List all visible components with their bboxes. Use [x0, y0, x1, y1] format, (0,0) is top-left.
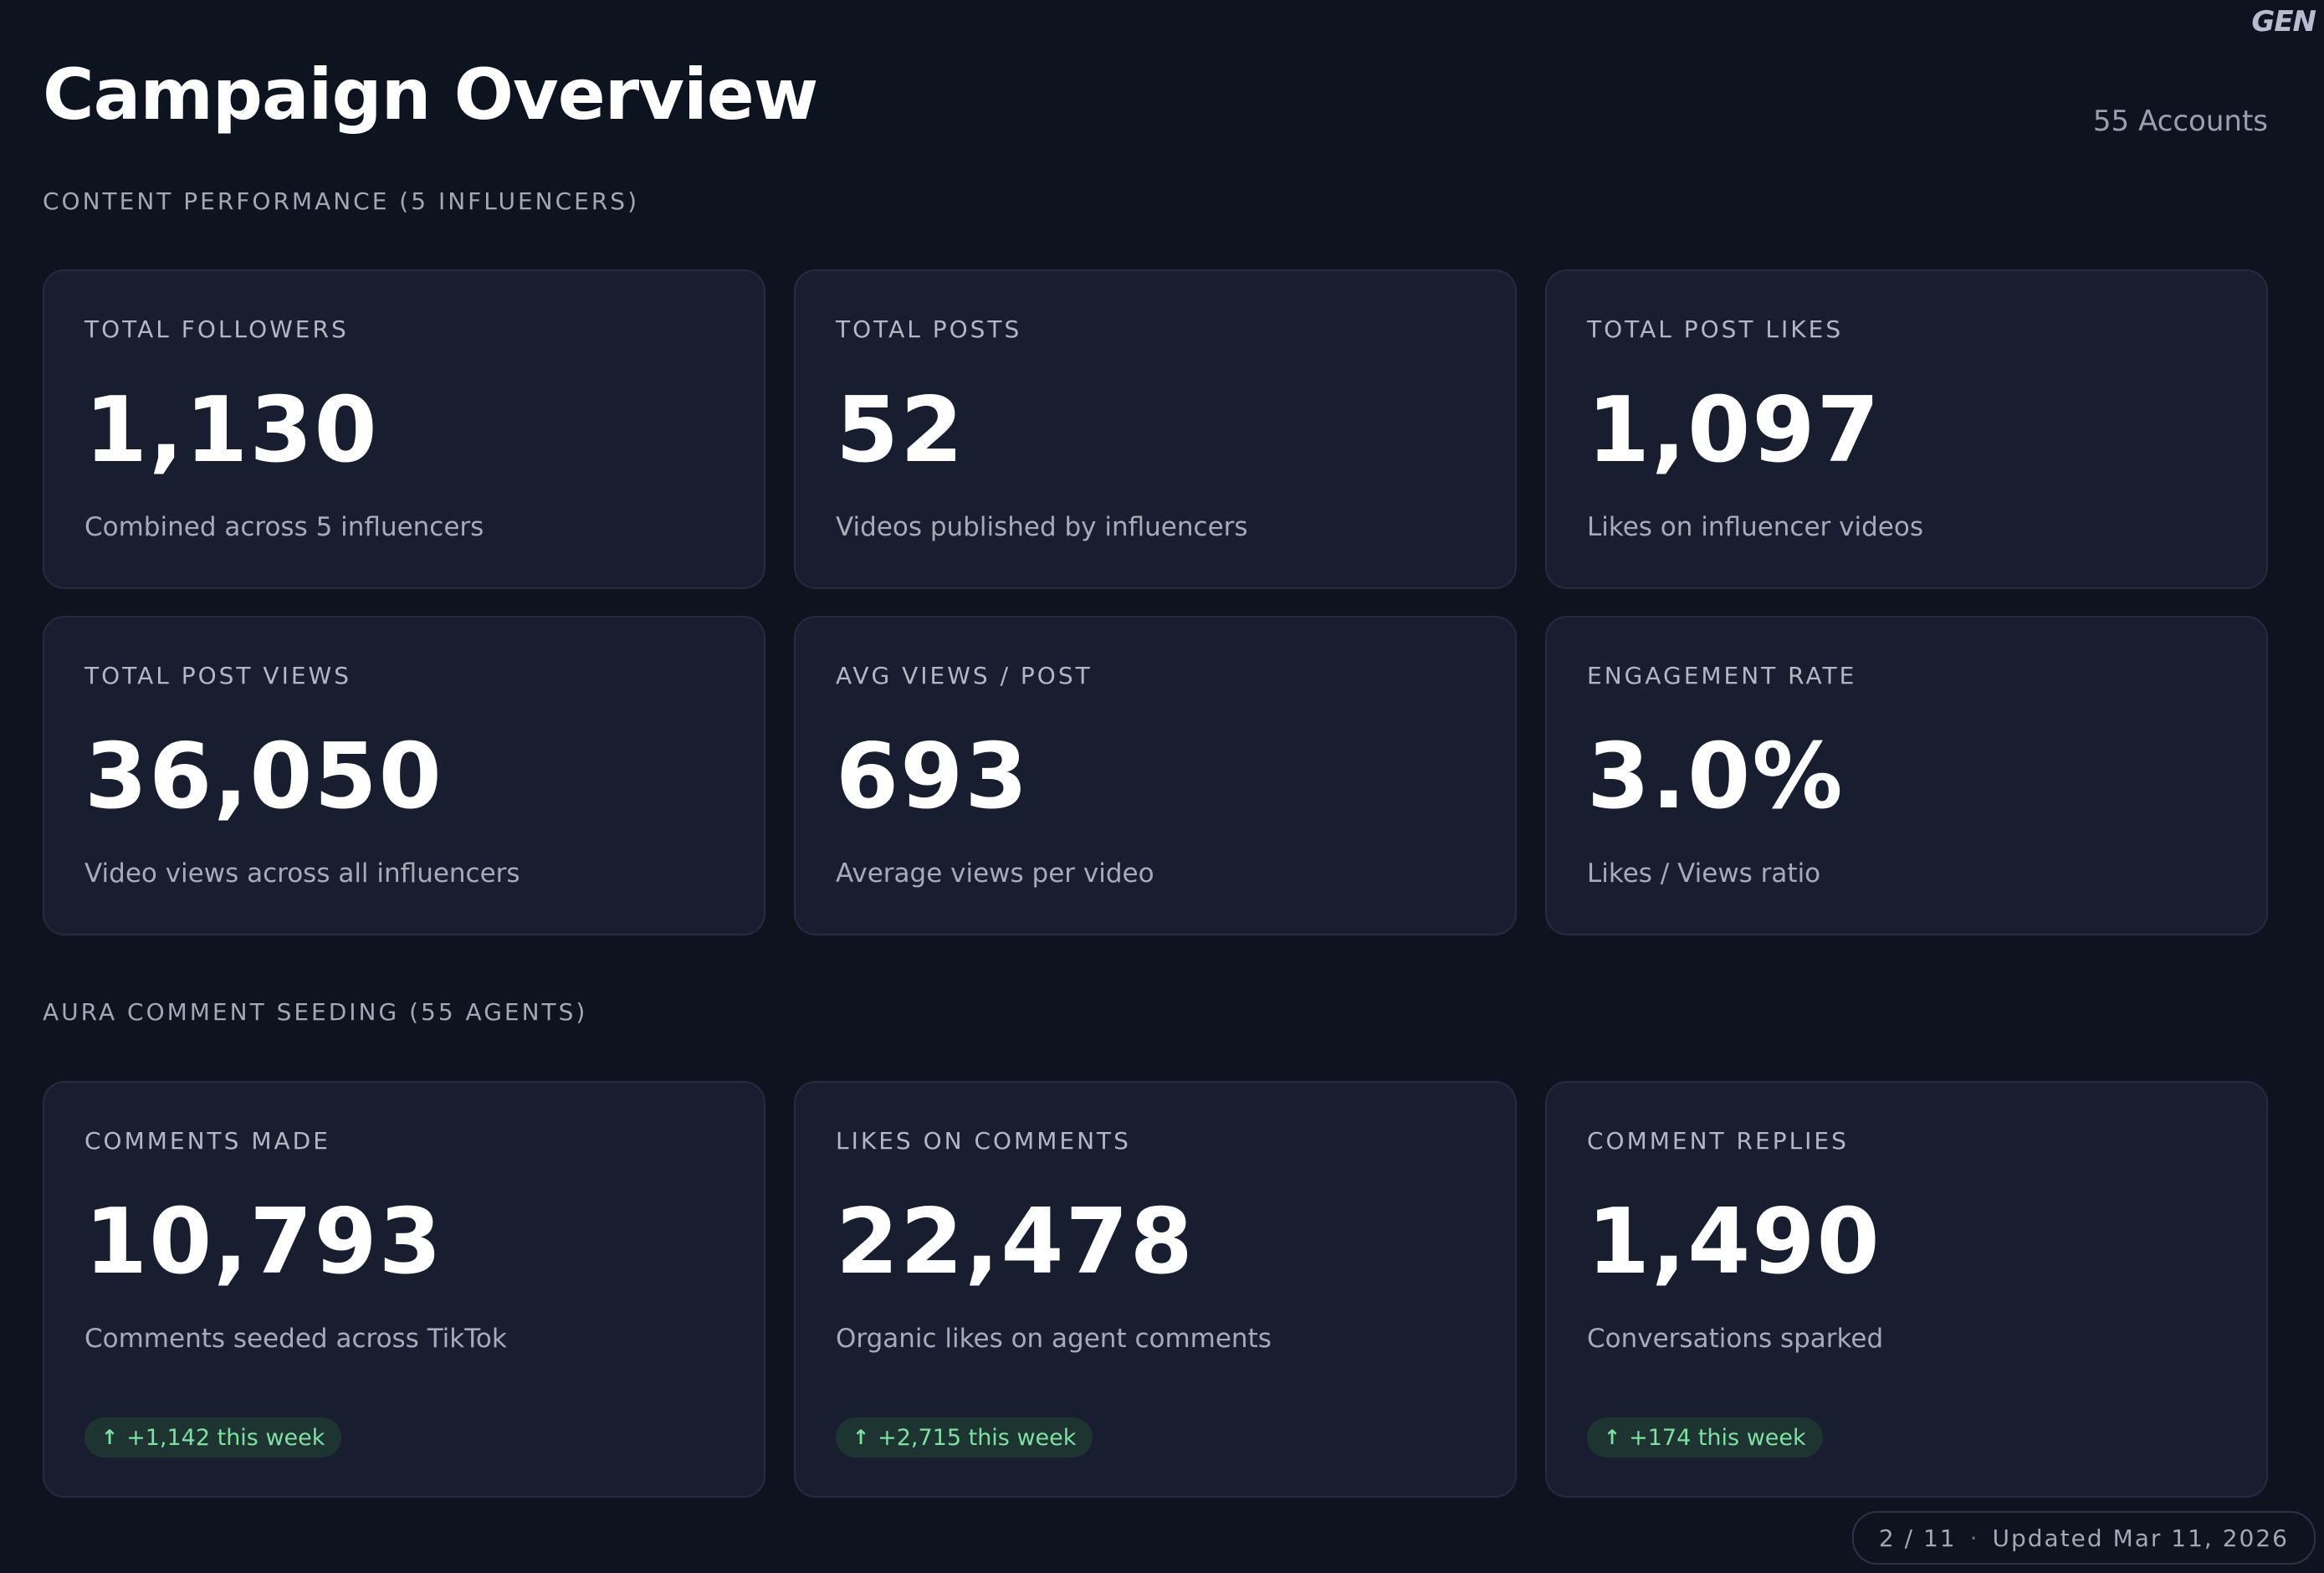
stat-card-description: Organic likes on agent comments — [836, 1324, 1272, 1354]
stat-card-comments-made: COMMENTS MADE 10,793 Comments seeded acr… — [43, 1081, 765, 1498]
comment-seeding-grid: COMMENTS MADE 10,793 Comments seeded acr… — [43, 1081, 2268, 1498]
stat-card-description: Likes on influencer videos — [1587, 512, 1923, 542]
stat-card-value: 52 — [836, 378, 965, 483]
stat-card-value: 1,130 — [84, 378, 379, 483]
stat-card-value: 10,793 — [84, 1190, 443, 1294]
stat-card-label: AVG VIEWS / POST — [836, 662, 1093, 689]
stat-card-avg-views-per-post: AVG VIEWS / POST 693 Average views per v… — [794, 616, 1517, 935]
stat-card-value: 693 — [836, 725, 1030, 829]
accounts-count: 55 Accounts — [2092, 105, 2268, 138]
weekly-change-text: +174 this week — [1629, 1424, 1806, 1451]
stat-card-label: ENGAGEMENT RATE — [1587, 662, 1857, 689]
weekly-change-badge: ↑ +2,715 this week — [836, 1417, 1093, 1458]
stat-card-description: Conversations sparked — [1587, 1324, 1884, 1354]
stat-card-total-posts: TOTAL POSTS 52 Videos published by influ… — [794, 269, 1517, 589]
page-title: Campaign Overview — [43, 54, 818, 136]
stat-card-label: TOTAL FOLLOWERS — [84, 315, 349, 343]
weekly-change-text: +2,715 this week — [878, 1424, 1077, 1451]
stat-card-value: 3.0% — [1587, 725, 1845, 829]
stat-card-label: TOTAL POST LIKES — [1587, 315, 1844, 343]
stat-card-description: Video views across all influencers — [84, 858, 520, 889]
weekly-change-text: +1,142 this week — [126, 1424, 325, 1451]
stat-card-label: TOTAL POSTS — [836, 315, 1022, 343]
weekly-change-badge: ↑ +1,142 this week — [84, 1417, 342, 1458]
stat-card-label: COMMENT REPLIES — [1587, 1127, 1849, 1155]
updated-timestamp: Updated Mar 11, 2026 — [1992, 1524, 2289, 1552]
stat-card-label: COMMENTS MADE — [84, 1127, 330, 1155]
footer-separator: · — [1969, 1524, 1979, 1552]
stat-card-total-post-likes: TOTAL POST LIKES 1,097 Likes on influenc… — [1545, 269, 2268, 589]
stat-card-total-post-views: TOTAL POST VIEWS 36,050 Video views acro… — [43, 616, 765, 935]
stat-card-total-followers: TOTAL FOLLOWERS 1,130 Combined across 5 … — [43, 269, 765, 589]
stat-card-description: Combined across 5 influencers — [84, 512, 484, 542]
stat-card-comment-replies: COMMENT REPLIES 1,490 Conversations spar… — [1545, 1081, 2268, 1498]
arrow-up-icon: ↑ — [101, 1426, 119, 1449]
stat-card-description: Videos published by influencers — [836, 512, 1248, 542]
section-label-content-performance: CONTENT PERFORMANCE (5 INFLUENCERS) — [43, 187, 639, 215]
stat-card-value: 36,050 — [84, 725, 443, 829]
stat-card-value: 1,097 — [1587, 378, 1881, 483]
stat-card-description: Average views per video — [836, 858, 1154, 889]
stat-card-engagement-rate: ENGAGEMENT RATE 3.0% Likes / Views ratio — [1545, 616, 2268, 935]
section-label-comment-seeding: AURA COMMENT SEEDING (55 AGENTS) — [43, 998, 588, 1026]
stat-card-label: TOTAL POST VIEWS — [84, 662, 351, 689]
content-performance-grid: TOTAL FOLLOWERS 1,130 Combined across 5 … — [43, 269, 2268, 935]
slide-footer: 2 / 11 · Updated Mar 11, 2026 — [1851, 1511, 2316, 1565]
arrow-up-icon: ↑ — [852, 1426, 870, 1449]
weekly-change-badge: ↑ +174 this week — [1587, 1417, 1823, 1458]
stat-card-likes-on-comments: LIKES ON COMMENTS 22,478 Organic likes o… — [794, 1081, 1517, 1498]
stat-card-value: 22,478 — [836, 1190, 1195, 1294]
stat-card-value: 1,490 — [1587, 1190, 1881, 1294]
page-indicator: 2 / 11 — [1878, 1524, 1957, 1552]
stat-card-label: LIKES ON COMMENTS — [836, 1127, 1131, 1155]
arrow-up-icon: ↑ — [1604, 1426, 1621, 1449]
stat-card-description: Comments seeded across TikTok — [84, 1324, 507, 1354]
gen-logo: GEN — [2251, 5, 2316, 38]
stat-card-description: Likes / Views ratio — [1587, 858, 1821, 889]
